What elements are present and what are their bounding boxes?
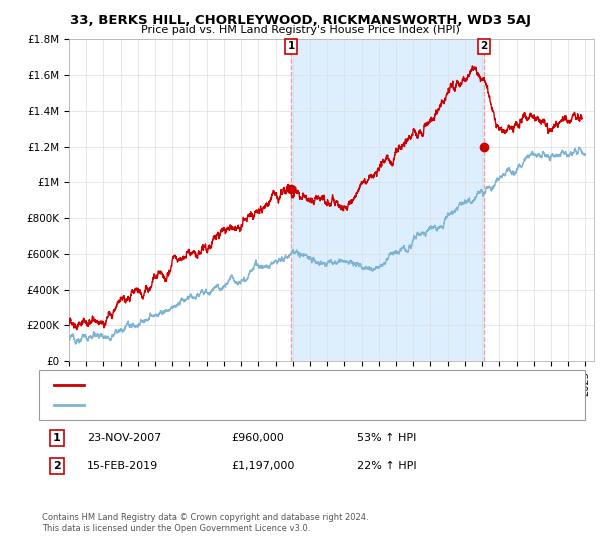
Text: This data is licensed under the Open Government Licence v3.0.: This data is licensed under the Open Gov… <box>42 524 310 533</box>
Text: £960,000: £960,000 <box>231 433 284 443</box>
Text: 33, BERKS HILL, CHORLEYWOOD, RICKMANSWORTH, WD3 5AJ: 33, BERKS HILL, CHORLEYWOOD, RICKMANSWOR… <box>70 14 530 27</box>
Text: Contains HM Land Registry data © Crown copyright and database right 2024.: Contains HM Land Registry data © Crown c… <box>42 513 368 522</box>
Text: 22% ↑ HPI: 22% ↑ HPI <box>357 461 416 471</box>
Text: 33, BERKS HILL, CHORLEYWOOD, RICKMANSWORTH, WD3 5AJ (detached house): 33, BERKS HILL, CHORLEYWOOD, RICKMANSWOR… <box>93 380 472 389</box>
Text: 1: 1 <box>53 433 61 443</box>
Text: 53% ↑ HPI: 53% ↑ HPI <box>357 433 416 443</box>
Text: 2: 2 <box>480 41 487 52</box>
Text: HPI: Average price, detached house, Three Rivers: HPI: Average price, detached house, Thre… <box>93 400 329 409</box>
Text: 2: 2 <box>53 461 61 471</box>
Text: Price paid vs. HM Land Registry's House Price Index (HPI): Price paid vs. HM Land Registry's House … <box>140 25 460 35</box>
Text: 1: 1 <box>287 41 295 52</box>
Text: £1,197,000: £1,197,000 <box>231 461 295 471</box>
Text: 23-NOV-2007: 23-NOV-2007 <box>87 433 161 443</box>
Bar <box>291 39 484 361</box>
Text: 15-FEB-2019: 15-FEB-2019 <box>87 461 158 471</box>
